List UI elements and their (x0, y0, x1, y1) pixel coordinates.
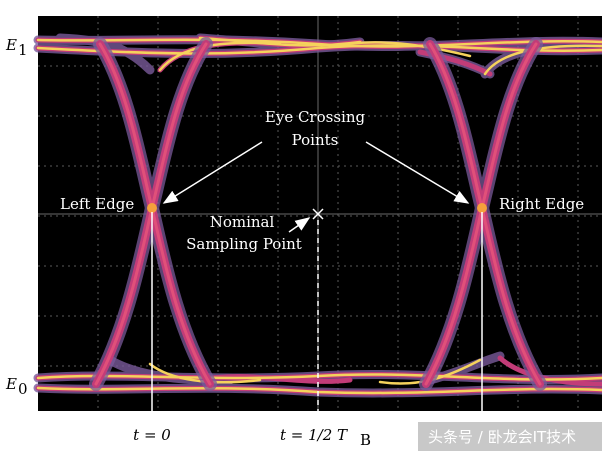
nominal-arrow (288, 217, 311, 233)
t0-label: t = 0 (133, 426, 171, 444)
nominal-label-line1: Nominal (210, 213, 275, 231)
crossing-label-line2: Points (292, 131, 339, 149)
half-tb-label: t = 1/2 T B (280, 426, 371, 449)
e1-subscript: 1 (18, 41, 28, 59)
watermark-text: 头条号 / 卧龙会IT技术 (428, 428, 576, 446)
watermark-backdrop (418, 422, 602, 451)
half-tb-subscript: B (360, 431, 371, 449)
sampling-point-cross-icon (312, 208, 324, 220)
crossing-label-line1: Eye Crossing (265, 108, 366, 126)
half-tb-prefix: t = 1/2 T (280, 426, 348, 444)
e0-subscript: 0 (18, 380, 28, 398)
nominal-label-line2: Sampling Point (186, 235, 302, 253)
e0-level-label: E 0 (5, 375, 28, 398)
crossing-arrow-left (162, 141, 263, 204)
right-edge-label: Right Edge (499, 195, 584, 213)
e1-level-label: E 1 (5, 36, 28, 59)
left-crossing-point (147, 203, 157, 213)
crossing-arrow-right (365, 141, 470, 204)
right-crossing-point (477, 203, 487, 213)
left-edge-label: Left Edge (60, 195, 134, 213)
e0-letter: E (5, 375, 17, 393)
e1-letter: E (5, 36, 17, 54)
